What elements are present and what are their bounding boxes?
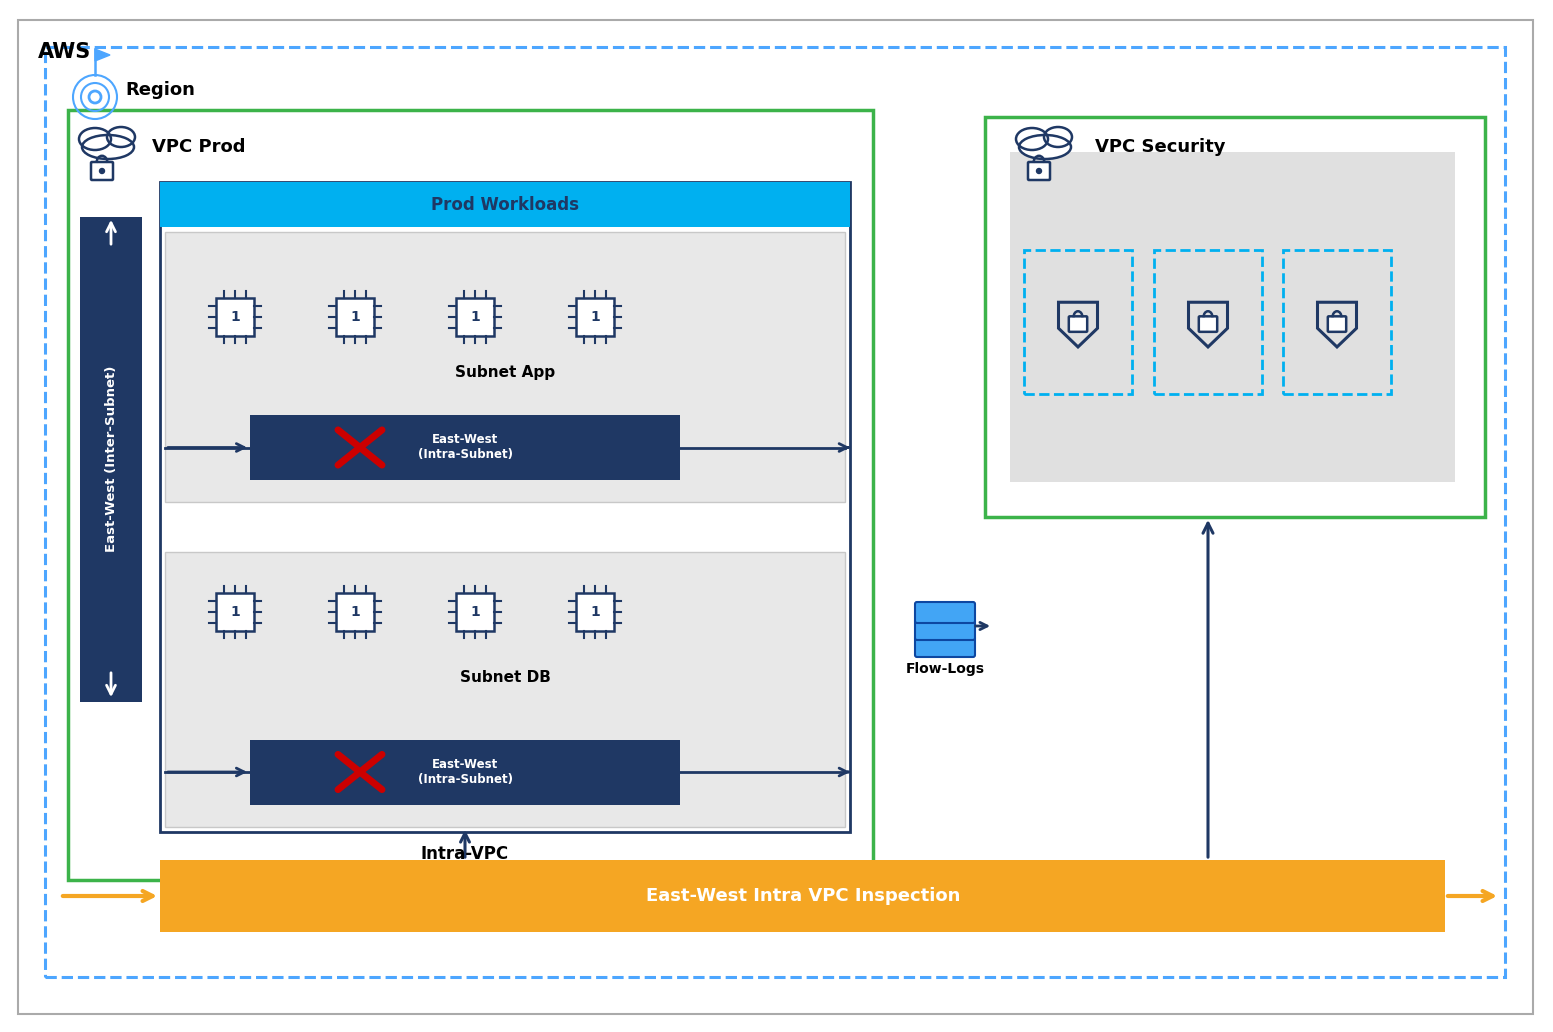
Bar <box>985 117 1485 517</box>
Bar <box>457 593 494 631</box>
Text: East-West Intra VPC Inspection: East-West Intra VPC Inspection <box>646 886 960 905</box>
Text: East-West
(Intra-Subnet): East-West (Intra-Subnet) <box>418 433 512 461</box>
Bar <box>165 232 845 502</box>
Ellipse shape <box>1044 127 1072 147</box>
Bar <box>216 298 255 336</box>
Text: Prod Workloads: Prod Workloads <box>432 196 579 214</box>
FancyBboxPatch shape <box>92 162 113 180</box>
Text: East-West (Inter-Subnet): East-West (Inter-Subnet) <box>104 365 118 552</box>
Ellipse shape <box>82 135 134 159</box>
Circle shape <box>1036 168 1042 173</box>
Text: 1: 1 <box>590 310 599 324</box>
FancyBboxPatch shape <box>915 619 975 640</box>
Bar <box>1154 250 1263 394</box>
Text: East-West
(Intra-Subnet): East-West (Intra-Subnet) <box>418 757 512 786</box>
Circle shape <box>99 168 104 173</box>
Text: VPC Prod: VPC Prod <box>152 138 245 156</box>
Ellipse shape <box>79 128 110 150</box>
Text: AWS: AWS <box>37 42 92 62</box>
Bar <box>576 593 613 631</box>
Ellipse shape <box>1016 128 1048 150</box>
Bar <box>457 298 494 336</box>
FancyBboxPatch shape <box>1028 162 1050 180</box>
Bar <box>335 593 374 631</box>
Text: 1: 1 <box>471 605 480 619</box>
FancyBboxPatch shape <box>1199 317 1218 332</box>
FancyBboxPatch shape <box>1068 317 1087 332</box>
Bar <box>81 217 141 702</box>
FancyBboxPatch shape <box>1328 317 1346 332</box>
Polygon shape <box>95 49 110 61</box>
Bar <box>68 110 873 880</box>
Text: 1: 1 <box>349 605 360 619</box>
Text: Region: Region <box>124 80 194 99</box>
Bar <box>576 298 613 336</box>
Bar <box>250 740 680 805</box>
Text: 1: 1 <box>349 310 360 324</box>
Bar <box>250 415 680 480</box>
Bar <box>160 182 849 832</box>
Text: VPC Security: VPC Security <box>1095 138 1225 156</box>
Bar <box>1283 250 1391 394</box>
FancyBboxPatch shape <box>915 636 975 657</box>
FancyBboxPatch shape <box>915 602 975 623</box>
Text: Subnet App: Subnet App <box>455 364 554 380</box>
Ellipse shape <box>1019 135 1072 159</box>
Text: 1: 1 <box>471 310 480 324</box>
Bar <box>335 298 374 336</box>
Bar <box>165 552 845 827</box>
Text: Subnet DB: Subnet DB <box>460 670 550 684</box>
Bar <box>1009 152 1455 482</box>
Text: 1: 1 <box>230 605 239 619</box>
Text: Intra-VPC: Intra-VPC <box>421 845 509 863</box>
Bar <box>216 593 255 631</box>
Bar <box>1023 250 1132 394</box>
Text: Flow-Logs: Flow-Logs <box>905 662 985 676</box>
Bar <box>160 182 849 227</box>
Ellipse shape <box>107 127 135 147</box>
Text: 1: 1 <box>590 605 599 619</box>
Bar <box>160 860 1444 932</box>
Text: 1: 1 <box>230 310 239 324</box>
